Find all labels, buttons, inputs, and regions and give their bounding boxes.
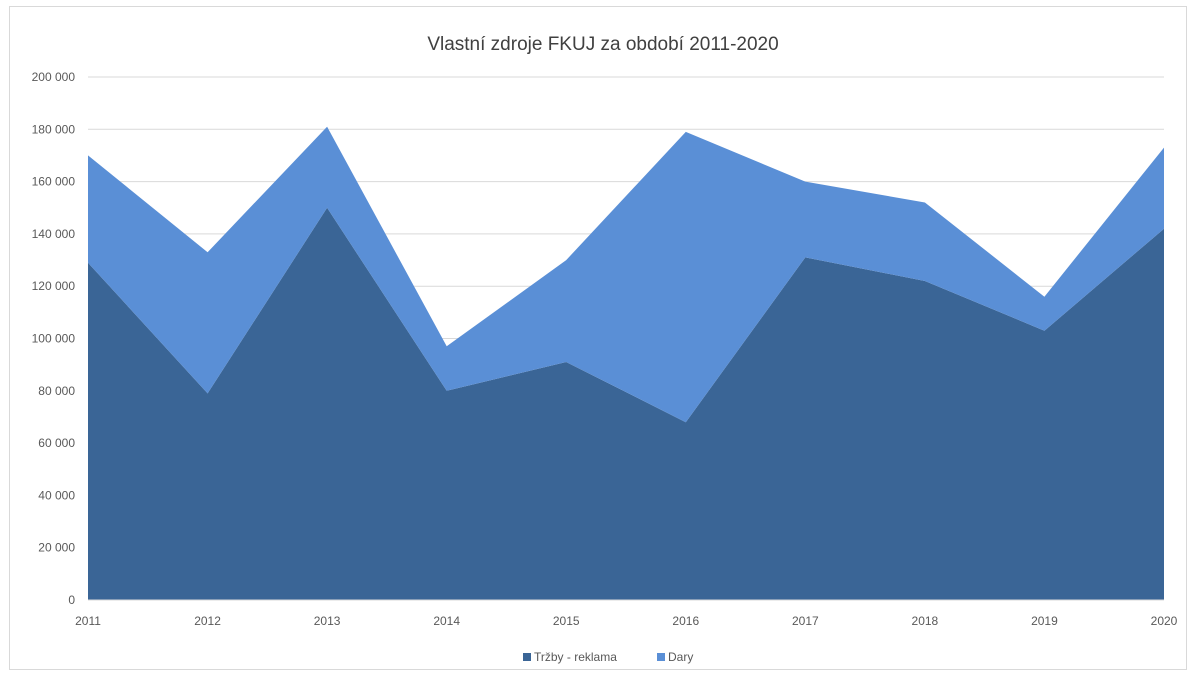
y-tick-label: 0: [68, 593, 75, 607]
legend-label-dary: Dary: [668, 650, 693, 664]
legend-label-trzby-reklama: Tržby - reklama: [534, 650, 617, 664]
x-tick-label: 2017: [792, 614, 819, 628]
y-tick-label: 200 000: [32, 70, 76, 84]
area-series-dary: [88, 126, 1164, 423]
y-tick-label: 120 000: [32, 279, 76, 293]
y-axis-ticks: 0 20 000 40 000 60 000 80 000 100 000 120 000 1…: [32, 70, 76, 607]
x-tick-label: 2012: [194, 614, 221, 628]
y-tick-label: 180 000: [32, 122, 76, 136]
x-tick-label: 2014: [433, 614, 460, 628]
y-tick-label: 20 000: [38, 541, 75, 555]
y-tick-label: 80 000: [38, 384, 75, 398]
legend-swatch-dary: [657, 653, 665, 661]
y-tick-label: 40 000: [38, 488, 75, 502]
x-tick-label: 2015: [553, 614, 580, 628]
plot-area: [88, 126, 1164, 601]
x-tick-label: 2016: [672, 614, 699, 628]
x-tick-label: 2019: [1031, 614, 1058, 628]
x-axis-ticks: 2011 2012 2013 2014 2015 2016 2017 2018 2019 2020: [75, 614, 1178, 628]
x-tick-label: 2011: [75, 614, 101, 628]
area-series-tržby-reklama: [88, 207, 1164, 601]
x-tick-label: 2018: [912, 614, 939, 628]
y-tick-label: 140 000: [32, 227, 76, 241]
y-tick-label: 60 000: [38, 436, 75, 450]
y-tick-label: 100 000: [32, 332, 76, 346]
legend-swatch-trzby-reklama: [523, 653, 531, 661]
y-tick-label: 160 000: [32, 175, 76, 189]
x-tick-label: 2020: [1151, 614, 1178, 628]
chart-title: Vlastní zdroje FKUJ za období 2011-2020: [427, 34, 778, 55]
legend: Tržby - reklama Dary: [523, 650, 693, 664]
x-tick-label: 2013: [314, 614, 341, 628]
